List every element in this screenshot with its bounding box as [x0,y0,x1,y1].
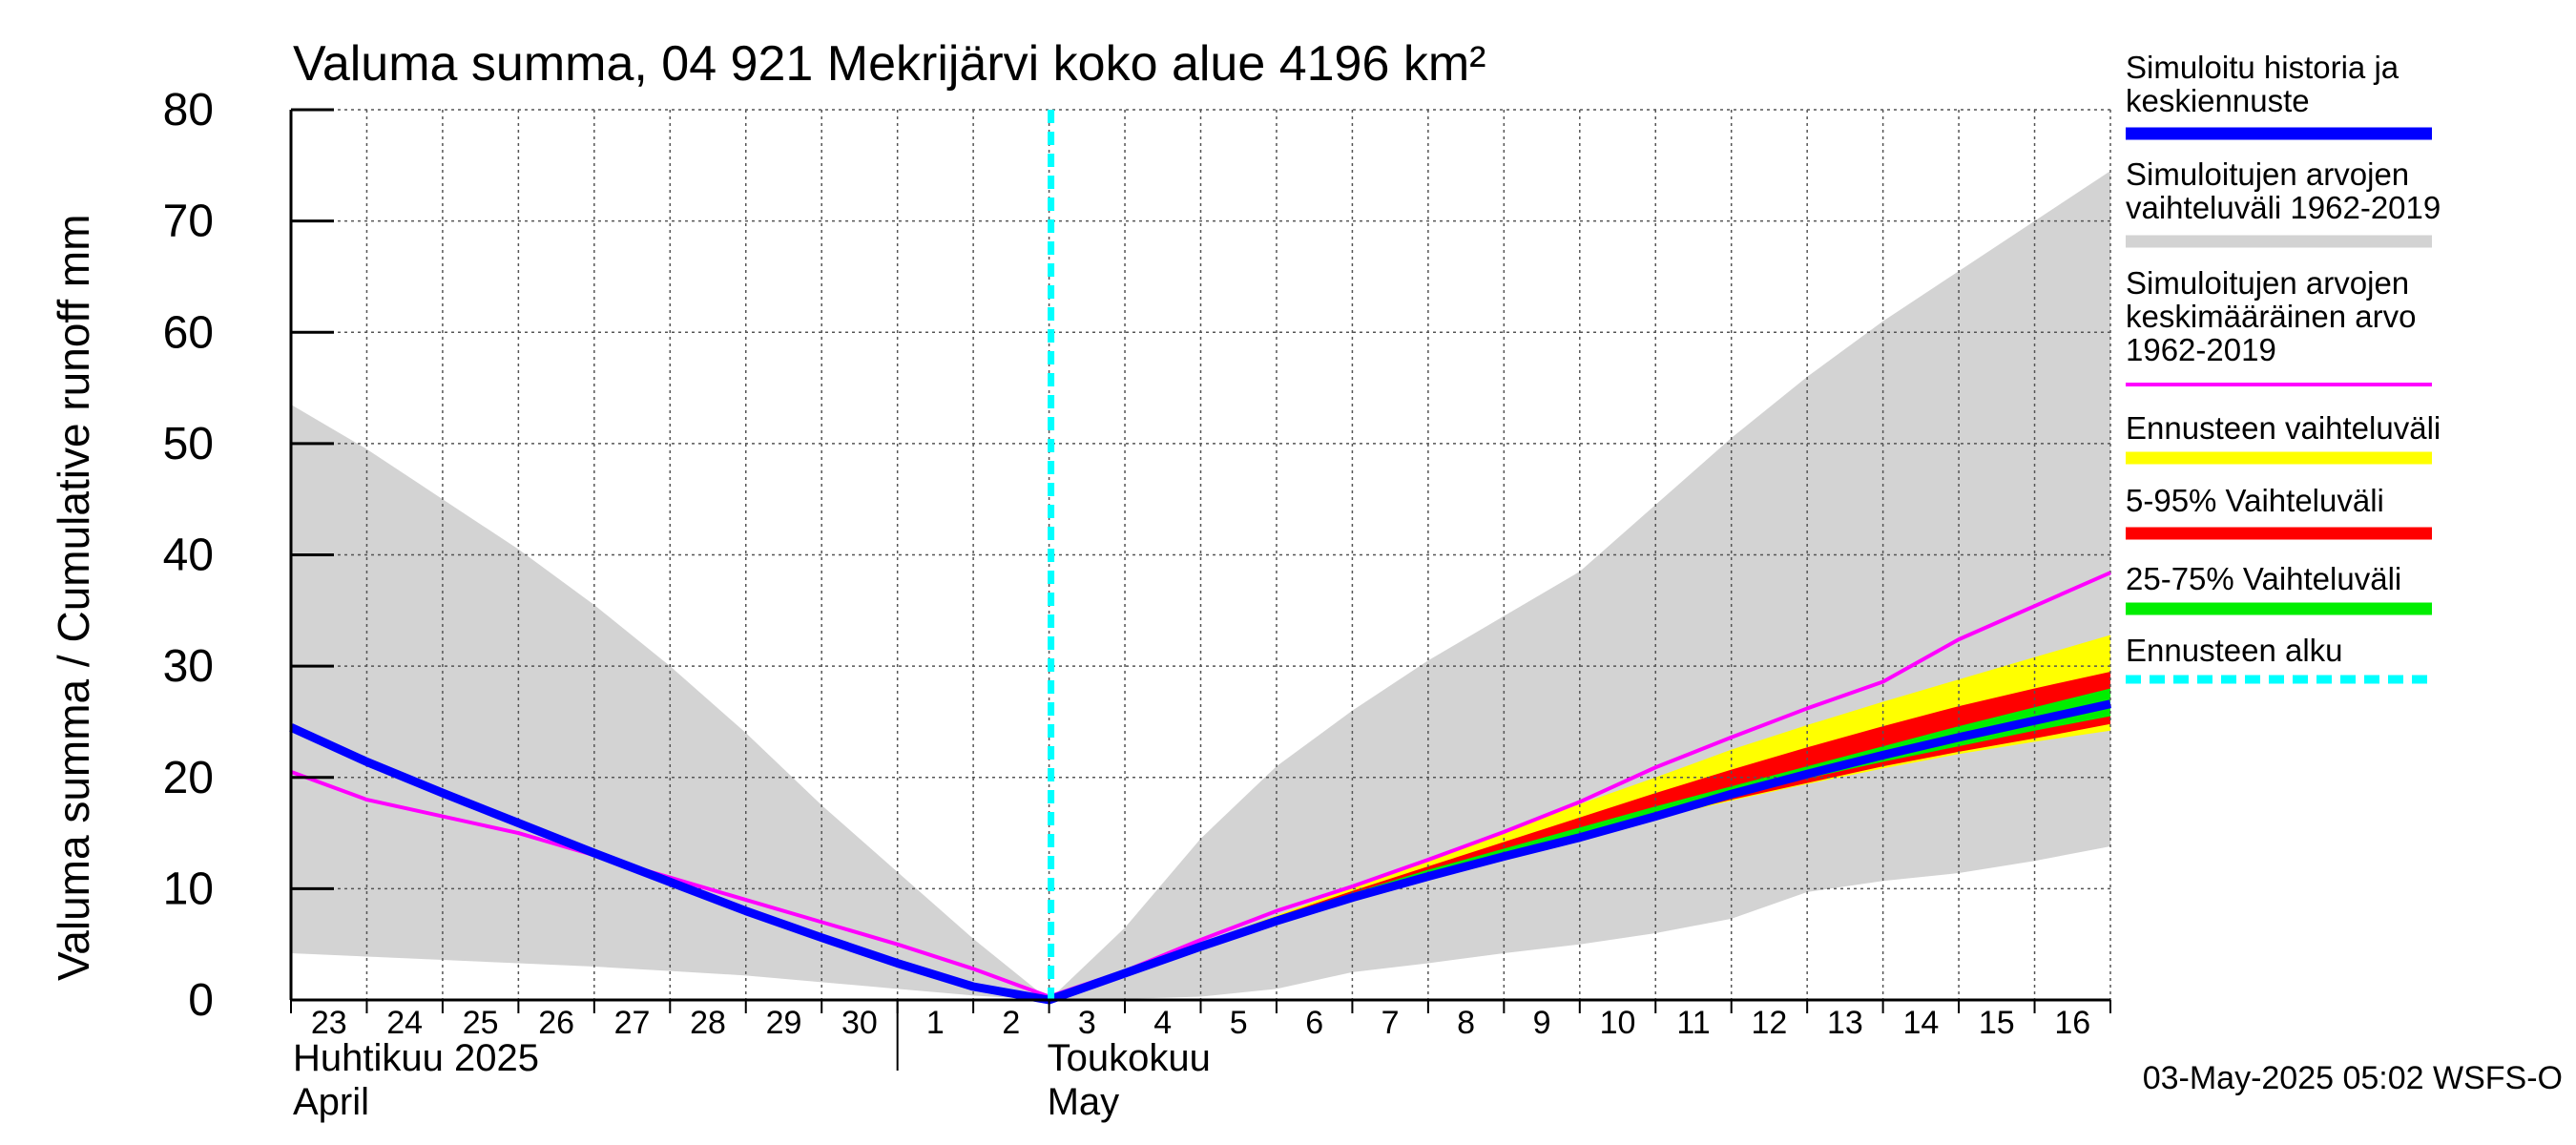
grid-lines [291,109,2111,1000]
x-tick-label: 15 [1979,1005,2015,1041]
x-tick-label: 30 [841,1005,878,1041]
legend-label: 5-95% Vaihteluväli [2126,483,2384,518]
x-tick-label: 29 [766,1005,802,1041]
legend: Simuloitu historia jakeskiennusteSimuloi… [2126,50,2441,684]
x-tick-label: 6 [1305,1005,1323,1041]
x-tick-label: 10 [1600,1005,1636,1041]
x-tick-label: 11 [1676,1005,1710,1041]
y-tick-label: 20 [163,753,214,803]
month-label-en: April [293,1081,369,1123]
x-tick-label: 9 [1533,1005,1551,1041]
legend-label: Simuloitujen arvojen [2126,156,2409,192]
y-tick-label: 40 [163,531,214,581]
legend-label: 25-75% Vaihteluväli [2126,561,2401,596]
x-tick-label: 2 [1002,1005,1020,1041]
y-tick-label: 50 [163,419,214,469]
legend-item-6: 25-75% Vaihteluväli [2126,561,2432,615]
legend-label: keskiennuste [2126,83,2310,118]
series-lines [289,110,2111,1005]
x-tick-label: 8 [1457,1005,1475,1041]
series-simuloitu-historia-ja-keskiennuste [289,699,2111,1005]
y-tick-label: 60 [163,307,214,358]
y-tick-label: 10 [163,864,214,914]
y-tick-label: 70 [163,197,214,247]
legend-label: Simuloitujen arvojen [2126,265,2409,301]
month-label-en: May [1048,1081,1120,1123]
x-tick-label: 28 [690,1005,726,1041]
x-tick-label: 1 [926,1005,945,1041]
x-tick-label: 3 [1078,1005,1096,1041]
month-label-fi: Toukokuu [1048,1037,1211,1079]
x-tick-label: 25 [463,1005,499,1041]
x-tick-label: 4 [1153,1005,1172,1041]
chart-title: Valuma summa, 04 921 Mekrijärvi koko alu… [293,36,1485,92]
month-label-fi: Huhtikuu 2025 [293,1037,539,1079]
legend-label: Ennusteen vaihteluväli [2126,410,2441,446]
legend-item-4: Ennusteen vaihteluväli [2126,410,2441,465]
legend-label: keskimääräinen arvo [2126,299,2416,334]
legend-label: Ennusteen alku [2126,633,2343,668]
x-tick-label: 5 [1230,1005,1248,1041]
x-tick-label: 16 [2054,1005,2090,1041]
legend-label: vaihteluväli 1962-2019 [2126,190,2441,225]
x-tick-label: 23 [311,1005,347,1041]
x-tick-label: 12 [1752,1005,1788,1041]
x-tick-label: 7 [1381,1005,1400,1041]
legend-label: Simuloitu historia ja [2126,50,2399,85]
y-tick-label: 0 [188,975,214,1026]
legend-label: 1962-2019 [2126,332,2276,367]
legend-item-5: 5-95% Vaihteluväli [2126,483,2432,540]
legend-item-7: Ennusteen alku [2126,633,2432,684]
x-tick-label: 14 [1902,1005,1939,1041]
y-axis-label: Valuma summa / Cumulative runoff mm [49,214,98,981]
x-tick-label: 13 [1827,1005,1863,1041]
footer-timestamp: 03-May-2025 05:02 WSFS-O [2143,1060,2563,1096]
x-tick-label: 26 [538,1005,574,1041]
x-tick-label: 24 [386,1005,423,1041]
y-tick-label: 80 [163,85,214,135]
x-tick-label: 27 [614,1005,651,1041]
y-tick-label: 30 [163,641,214,692]
